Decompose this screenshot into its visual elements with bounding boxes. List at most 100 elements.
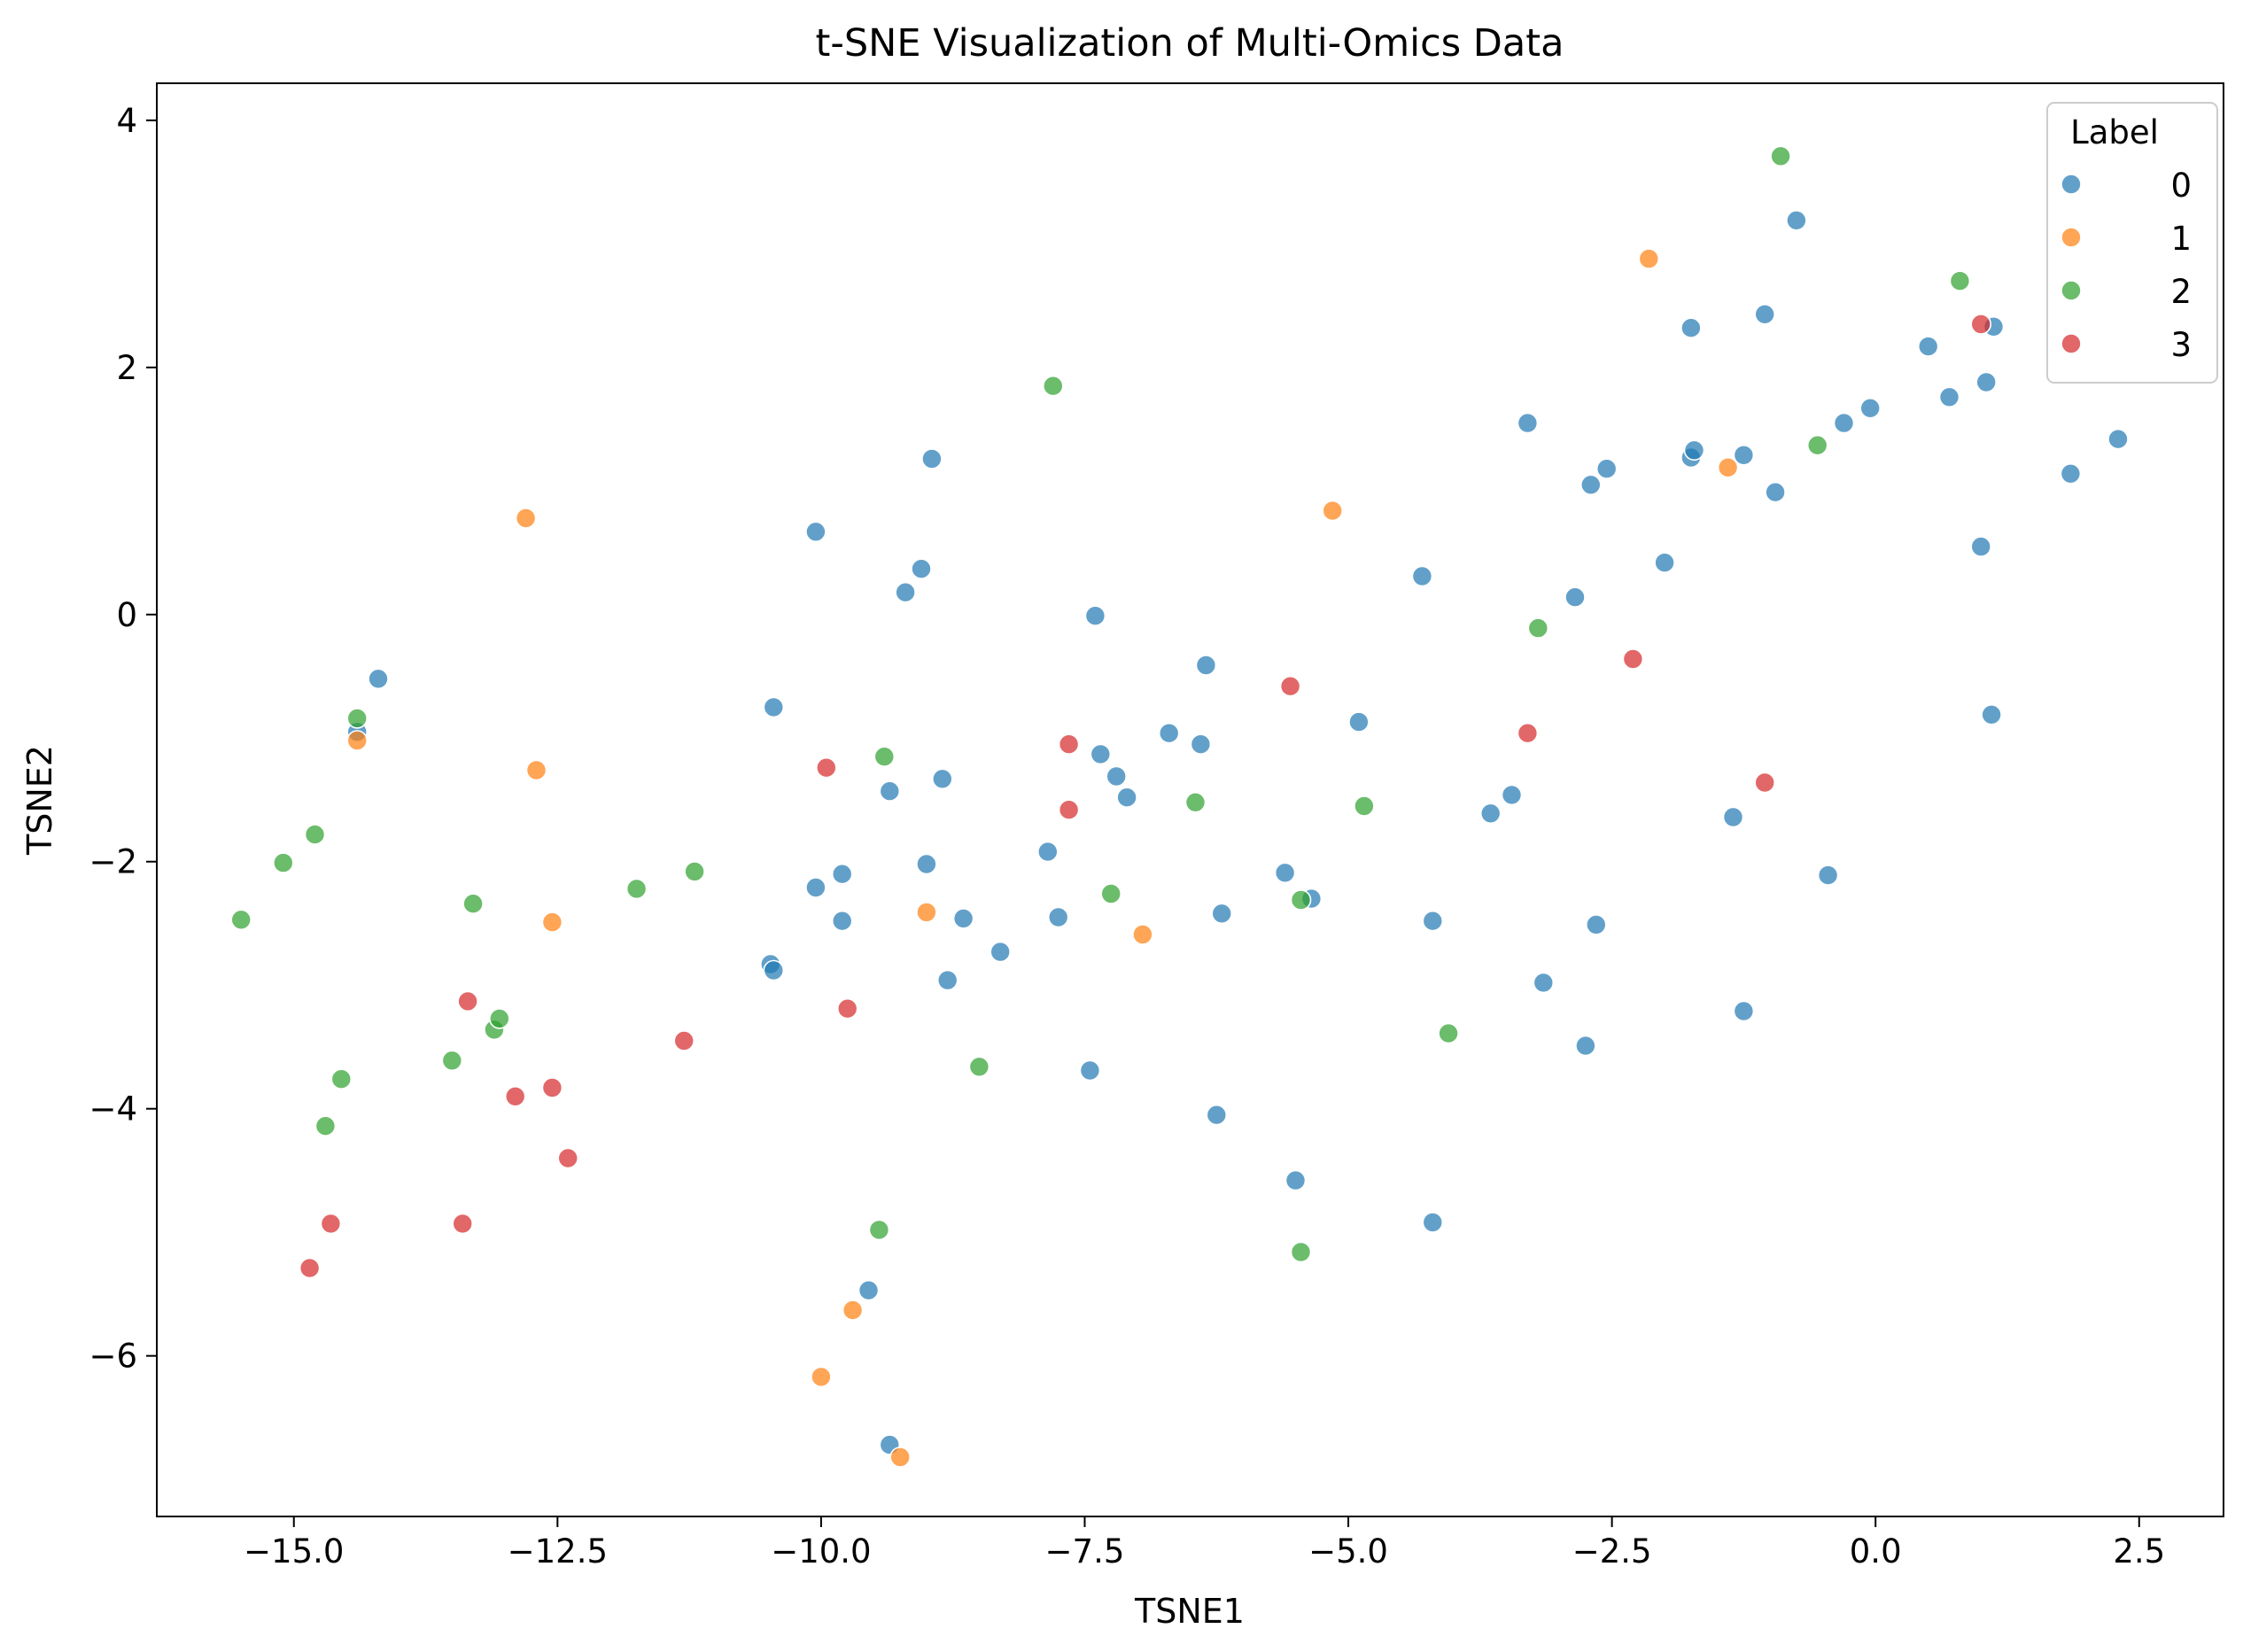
point-label-0-22 (1037, 841, 1059, 863)
point-label-0-9 (1411, 565, 1433, 587)
point-label-0-25 (990, 941, 1011, 963)
point-label-1-10 (811, 1366, 832, 1388)
point-label-2-11 (314, 1115, 337, 1136)
point-label-0-35 (1586, 914, 1607, 935)
point-label-2-20 (1438, 1022, 1459, 1044)
point-label-0-39 (1817, 865, 1839, 886)
y-tick-label: −4 (89, 1090, 137, 1128)
point-label-0-36 (1533, 972, 1555, 994)
point-label-2-12 (873, 746, 896, 768)
point-label-0-16 (879, 780, 901, 803)
point-label-2-2 (272, 852, 294, 873)
point-label-2-3 (230, 909, 252, 931)
point-label-0-31 (1211, 903, 1232, 925)
point-label-3-2 (1058, 799, 1080, 821)
point-label-0-63 (1938, 386, 1960, 408)
y-axis-label: TSNE2 (20, 745, 59, 856)
point-label-2-25 (1949, 270, 1971, 292)
point-label-0-53 (1733, 444, 1755, 466)
point-label-0-44 (1284, 1169, 1307, 1191)
point-label-0-33 (1479, 803, 1502, 825)
axes-frame (156, 82, 2224, 1517)
point-label-1-1 (525, 759, 547, 781)
point-label-0-7 (763, 696, 785, 718)
point-label-1-3 (541, 911, 563, 933)
point-label-0-29 (1274, 862, 1296, 884)
point-label-3-1 (1058, 733, 1080, 756)
point-label-2-1 (304, 824, 326, 845)
point-label-2-21 (1290, 1241, 1312, 1263)
point-label-0-45 (1422, 1212, 1444, 1233)
point-label-0-50 (1595, 458, 1618, 480)
point-label-3-12 (504, 1086, 526, 1107)
point-label-2-22 (1527, 617, 1549, 639)
point-label-0-57 (1680, 317, 1702, 339)
legend-box (2046, 102, 2218, 384)
x-tick-label: −5.0 (1308, 1532, 1388, 1571)
point-label-2-17 (868, 1219, 890, 1241)
x-tick-label: −7.5 (1045, 1532, 1125, 1571)
point-label-0-19 (831, 863, 853, 885)
point-label-0-3 (921, 448, 943, 469)
point-label-3-10 (457, 990, 478, 1012)
point-label-0-4 (911, 558, 932, 580)
point-label-3-4 (1517, 722, 1539, 744)
point-label-2-23 (1806, 434, 1828, 456)
point-label-2-24 (1770, 145, 1791, 167)
point-label-0-59 (1786, 210, 1807, 231)
point-label-0-62 (1917, 336, 1939, 357)
point-label-3-0 (815, 756, 837, 779)
point-label-2-4 (462, 893, 484, 915)
x-tick-label: −10.0 (771, 1532, 871, 1571)
legend-marker-1 (2061, 227, 2082, 248)
point-label-0-67 (2060, 462, 2082, 485)
point-label-1-6 (1322, 500, 1343, 522)
point-label-0-41 (1981, 703, 2002, 725)
point-label-0-46 (858, 1279, 880, 1301)
point-label-0-24 (1047, 906, 1069, 928)
point-label-0-49 (1580, 474, 1602, 496)
point-label-0-42 (1079, 1059, 1101, 1082)
point-label-0-10 (1348, 711, 1370, 733)
point-label-0-37 (1575, 1035, 1596, 1057)
point-label-1-7 (1638, 248, 1660, 269)
point-label-2-13 (1043, 375, 1064, 397)
y-tick-label: 4 (116, 102, 137, 140)
x-tick-label: −2.5 (1572, 1532, 1652, 1571)
point-label-0-32 (1422, 910, 1444, 932)
point-label-0-54 (1765, 481, 1786, 503)
y-tick-label: −2 (89, 843, 137, 881)
legend-label-0: 0 (2170, 167, 2192, 205)
point-label-2-19 (1354, 795, 1375, 817)
point-label-0-56 (1654, 552, 1675, 574)
point-label-0-17 (932, 768, 953, 790)
y-axis: 4 2 0 −2 −4 −6 (89, 102, 157, 1376)
x-axis: −15.0 −12.5 −10.0 −7.5 −5.0 −2.5 0.0 2.5 (244, 1516, 2165, 1571)
point-label-1-5 (1132, 924, 1153, 945)
point-label-0-26 (936, 969, 959, 991)
point-label-0-12 (1190, 733, 1212, 756)
point-label-3-16 (299, 1257, 321, 1279)
legend-title: Label (2070, 113, 2159, 151)
legend-items: 0 1 2 3 (2061, 167, 2192, 364)
point-label-0-2 (805, 521, 827, 543)
y-tick-label: 2 (116, 349, 137, 387)
point-label-0-21 (916, 853, 937, 875)
point-label-0-14 (1106, 765, 1127, 787)
point-label-1-2 (346, 730, 369, 751)
point-label-0-15 (1116, 787, 1137, 809)
point-label-0-20 (831, 910, 853, 932)
point-label-0-18 (805, 877, 827, 898)
point-label-1-0 (515, 508, 537, 529)
x-axis-label: TSNE1 (1134, 1592, 1245, 1631)
point-label-0-58 (1754, 303, 1775, 325)
y-tick-label: 0 (116, 596, 137, 634)
legend-label-1: 1 (2170, 220, 2192, 258)
point-label-2-18 (1290, 889, 1312, 911)
x-tick-label: 0.0 (1850, 1532, 1902, 1571)
point-label-0-6 (1084, 605, 1106, 627)
point-label-3-11 (541, 1077, 563, 1098)
point-label-2-0 (346, 708, 369, 729)
point-label-0-60 (1833, 412, 1855, 434)
